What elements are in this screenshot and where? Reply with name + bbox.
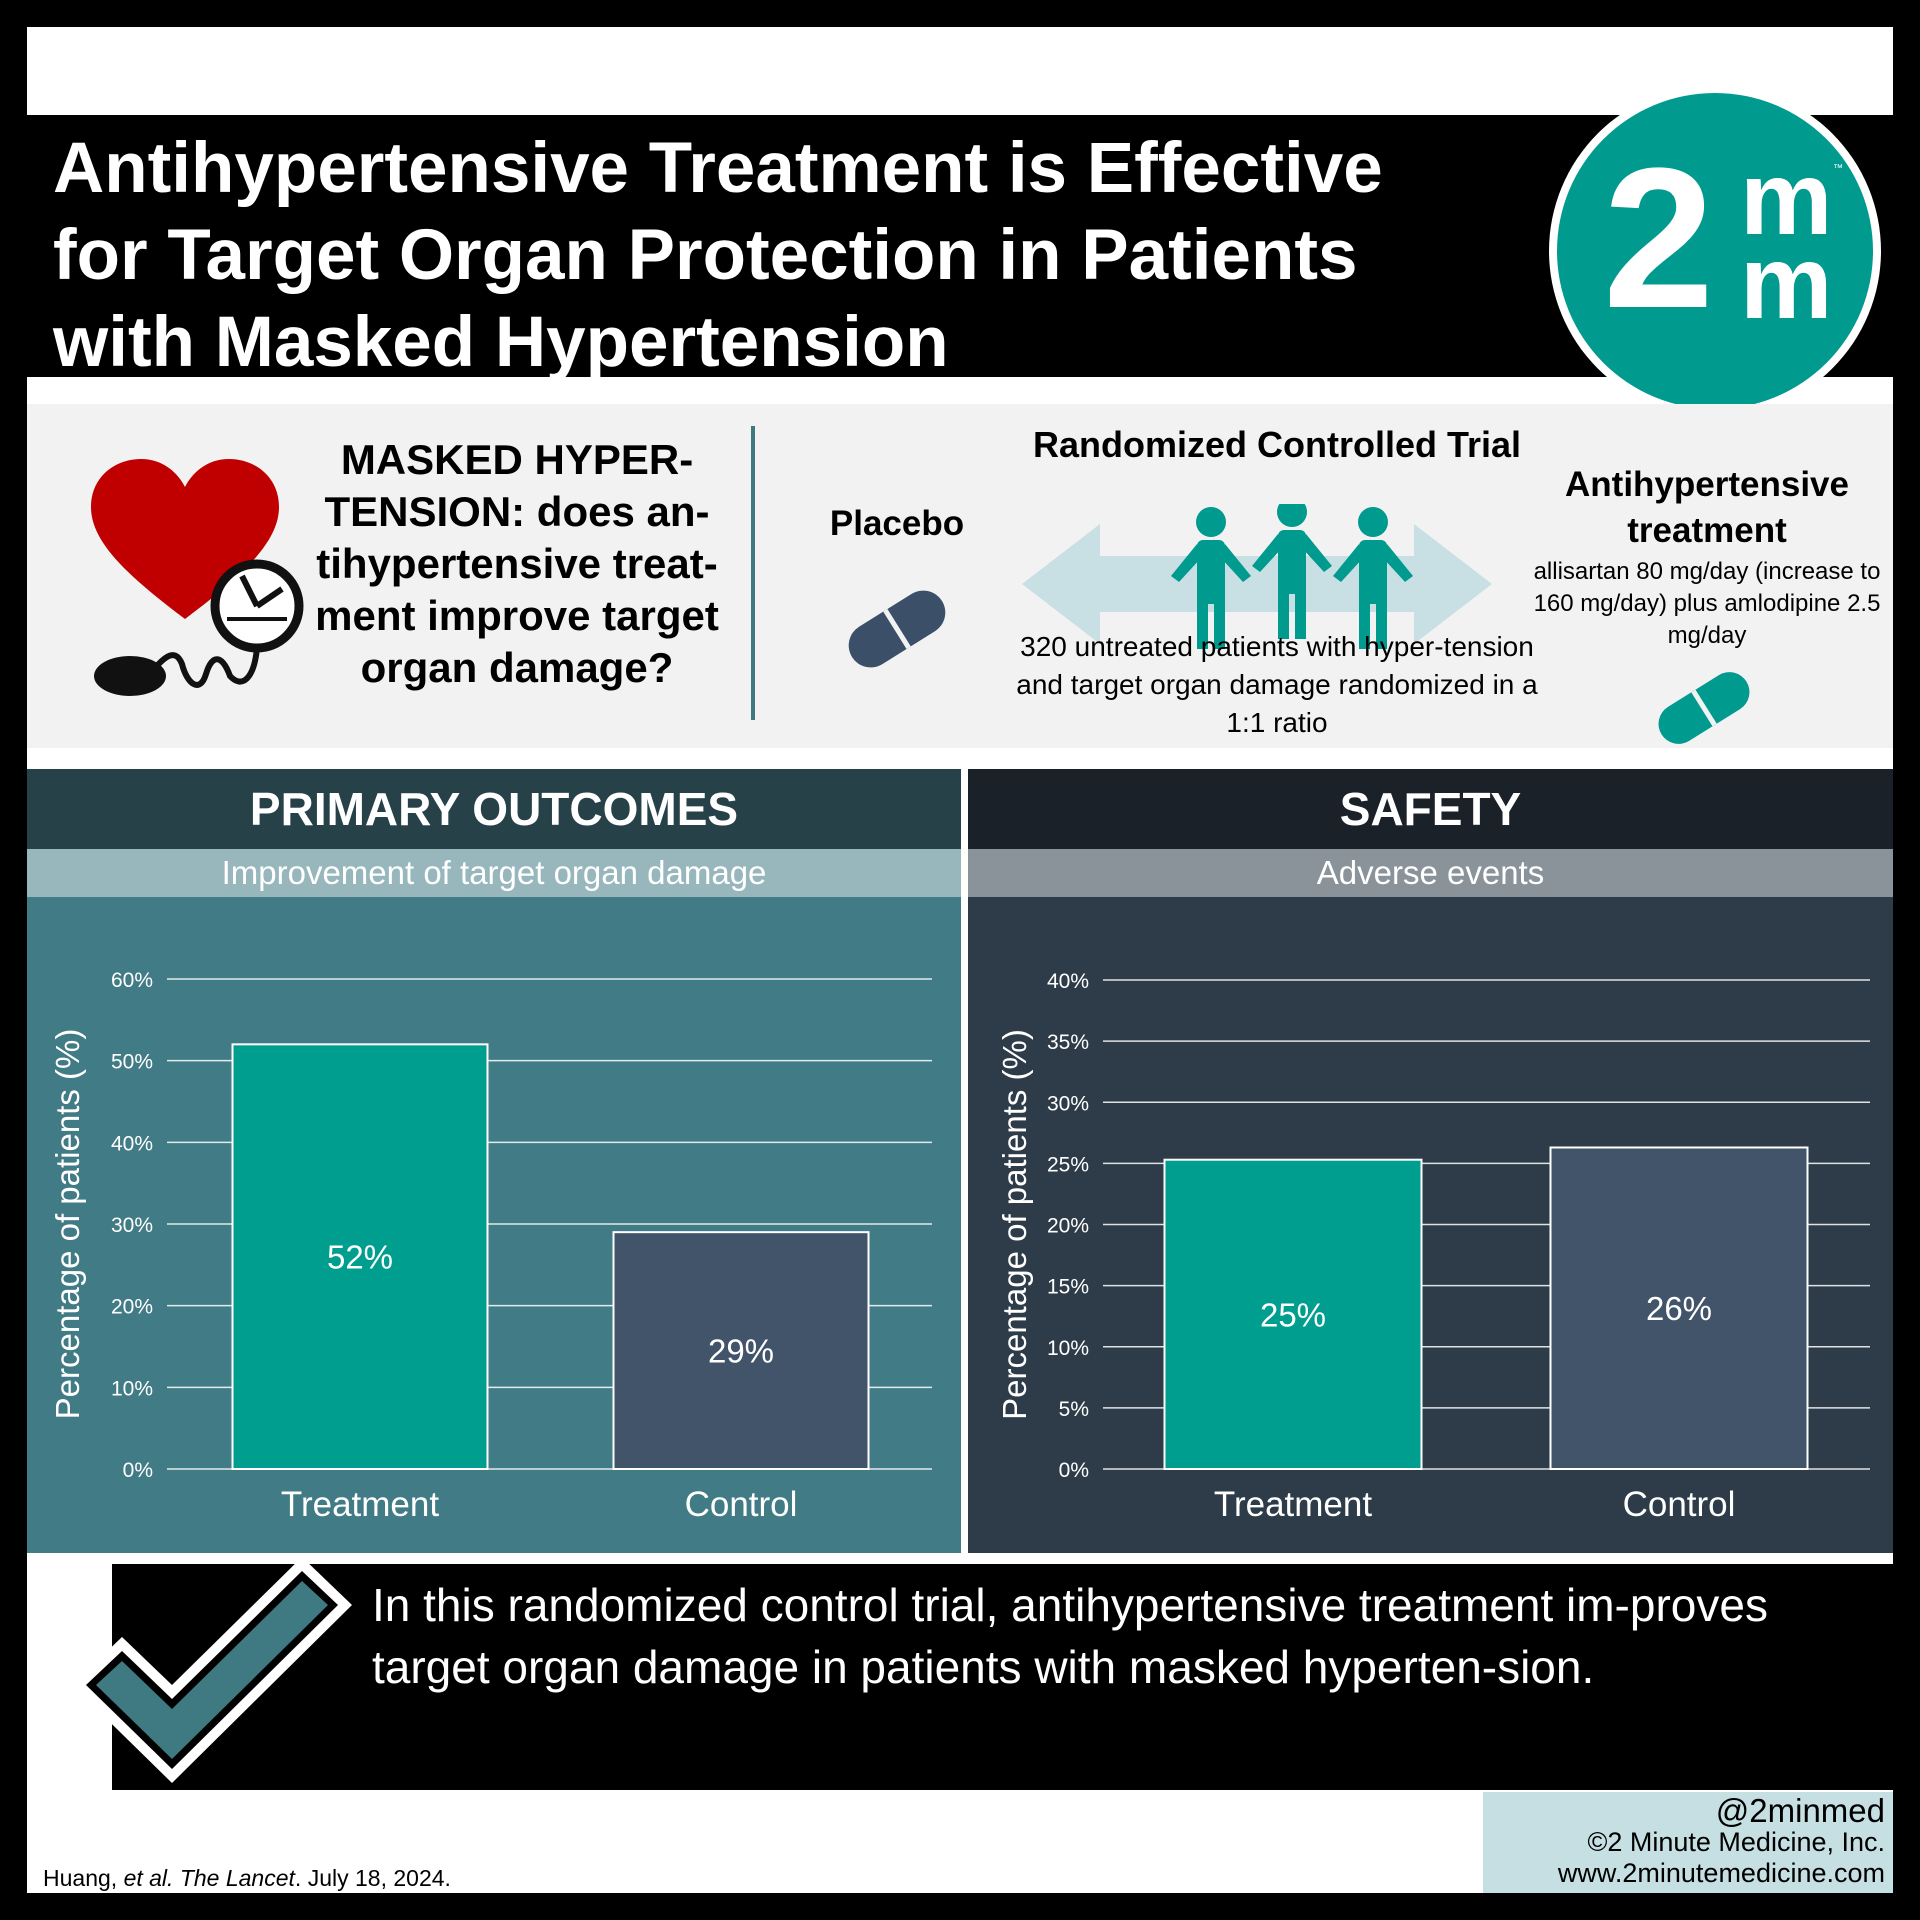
citation: Huang, et al. The Lancet. July 18, 2024. bbox=[43, 1865, 451, 1892]
design-title: Randomized Controlled Trial bbox=[1032, 424, 1522, 465]
y-tick-label: 30% bbox=[1047, 1092, 1089, 1115]
y-tick-label: 25% bbox=[1047, 1153, 1089, 1176]
y-tick-label: 0% bbox=[123, 1459, 153, 1482]
x-tick-label: Treatment bbox=[281, 1485, 439, 1524]
y-tick-label: 0% bbox=[1059, 1459, 1089, 1482]
logo-letter-top: m bbox=[1740, 141, 1833, 257]
primary-outcomes-chart: 0% 10% 20% 30% 40% 50% 60% 52% Treatment 29% Contr… bbox=[49, 969, 932, 1524]
treatment-title: Antihypertensive treatment bbox=[1565, 465, 1849, 550]
people-icon bbox=[1171, 504, 1413, 649]
y-tick-label: 40% bbox=[1047, 970, 1089, 993]
citation-authors: Huang, bbox=[43, 1865, 124, 1891]
treatment-pill-icon bbox=[1658, 672, 1750, 744]
placebo-pill-icon bbox=[848, 590, 946, 668]
website-link[interactable]: www.2minutemedicine.com bbox=[1557, 1858, 1885, 1888]
credit-box: @2minmed ©2 Minute Medicine, Inc. www.2m… bbox=[1483, 1792, 1893, 1893]
design-description: 320 untreated patients with hyper-tensio… bbox=[1016, 631, 1538, 738]
page-title: Antihypertensive Treatment is Effective … bbox=[53, 129, 1383, 382]
double-arrow-icon bbox=[1022, 524, 1492, 644]
y-tick-label: 60% bbox=[111, 969, 153, 992]
safety-subheading: Adverse events bbox=[968, 849, 1893, 897]
copyright: ©2 Minute Medicine, Inc. bbox=[1587, 1827, 1885, 1857]
conclusion-text: In this randomized control trial, antihy… bbox=[372, 1579, 1768, 1693]
primary-outcomes-subheading: Improvement of target organ damage bbox=[27, 849, 961, 897]
divider bbox=[751, 426, 755, 720]
y-axis-label: Percentage of patients (%) bbox=[996, 1029, 1033, 1420]
y-tick-label: 40% bbox=[111, 1132, 153, 1155]
logo-trademark: ™ bbox=[1833, 163, 1843, 174]
citation-date: . July 18, 2024. bbox=[294, 1865, 451, 1891]
logo-digit: 2 bbox=[1603, 127, 1715, 350]
logo: 2 m m ™ bbox=[1557, 93, 1873, 409]
bar-treatment bbox=[231, 1043, 489, 1470]
safety-chart: 0% 5% 10% 15% 20% 25% 30% 35% 40% 25% Treatment 26%… bbox=[996, 970, 1870, 1524]
blood-pressure-gauge-icon bbox=[94, 559, 304, 696]
citation-etal: et al. bbox=[123, 1865, 180, 1891]
y-tick-label: 50% bbox=[111, 1051, 153, 1074]
primary-outcomes-panel: PRIMARY OUTCOMES Improvement of target o… bbox=[27, 769, 961, 1553]
treatment-dose: allisartan 80 mg/day (increase to 160 mg… bbox=[1533, 558, 1881, 649]
y-tick-label: 10% bbox=[111, 1377, 153, 1400]
bar-value-label: 25% bbox=[1260, 1296, 1326, 1333]
y-tick-label: 35% bbox=[1047, 1031, 1089, 1054]
y-tick-label: 30% bbox=[111, 1214, 153, 1237]
checkmark-icon bbox=[72, 1557, 352, 1783]
y-tick-label: 10% bbox=[1047, 1337, 1089, 1360]
citation-journal: The Lancet bbox=[179, 1865, 295, 1891]
y-tick-label: 20% bbox=[1047, 1215, 1089, 1238]
bar-value-label: 29% bbox=[708, 1333, 774, 1370]
x-tick-label: Control bbox=[685, 1485, 798, 1524]
safety-panel: SAFETY Adverse events 0% 5% 10% 15% 20% 25% 30… bbox=[968, 769, 1893, 1553]
social-handle: @2minmed bbox=[1715, 1792, 1885, 1829]
logo-letter-bottom: m bbox=[1740, 225, 1833, 341]
y-tick-label: 5% bbox=[1059, 1398, 1089, 1421]
y-axis-label: Percentage of patients (%) bbox=[49, 1029, 86, 1420]
bar-treatment bbox=[1163, 1158, 1423, 1470]
bar-control bbox=[612, 1231, 870, 1470]
primary-outcomes-heading: PRIMARY OUTCOMES bbox=[27, 769, 961, 849]
infographic: Antihypertensive Treatment is Effective … bbox=[27, 27, 1893, 1893]
y-tick-label: 15% bbox=[1047, 1276, 1089, 1299]
bar-value-label: 26% bbox=[1646, 1290, 1712, 1327]
study-question: MASKED HYPER-TENSION: does an-tihyperten… bbox=[315, 436, 719, 691]
placebo-label: Placebo bbox=[829, 504, 965, 543]
bar-control bbox=[1549, 1146, 1809, 1470]
x-tick-label: Treatment bbox=[1214, 1485, 1372, 1524]
study-info: MASKED HYPER-TENSION: does an-tihyperten… bbox=[27, 404, 1893, 748]
y-tick-label: 20% bbox=[111, 1296, 153, 1319]
x-tick-label: Control bbox=[1623, 1485, 1736, 1524]
safety-heading: SAFETY bbox=[968, 769, 1893, 849]
bar-value-label: 52% bbox=[327, 1239, 393, 1276]
conclusion-box: In this randomized control trial, antihy… bbox=[112, 1564, 1893, 1790]
